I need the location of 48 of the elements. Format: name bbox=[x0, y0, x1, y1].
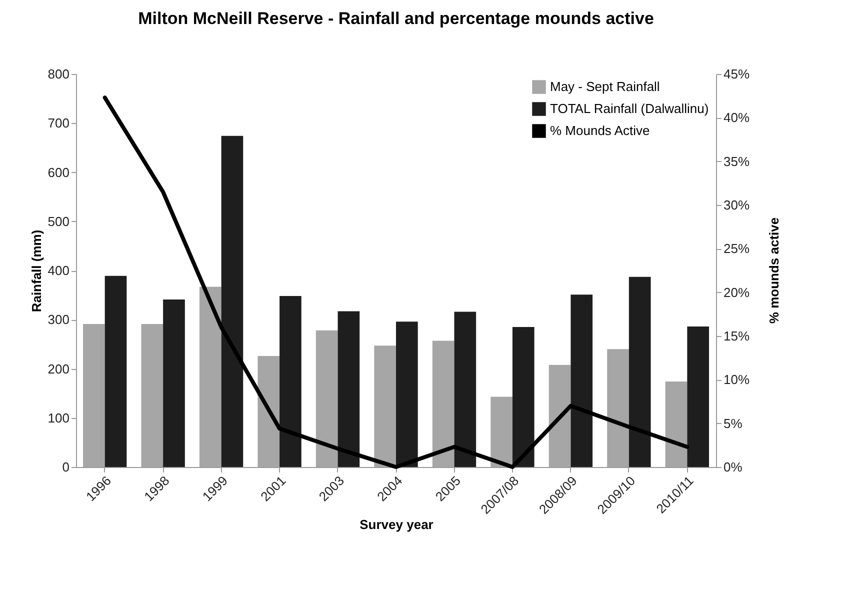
bar bbox=[665, 382, 688, 467]
chart-title: Milton McNeill Reserve - Rainfall and percentage mounds active bbox=[138, 9, 654, 28]
y2-tick-label: 40% bbox=[724, 110, 750, 126]
legend-label: May - Sept Rainfall bbox=[550, 79, 660, 94]
bar bbox=[512, 326, 534, 467]
bar bbox=[490, 396, 512, 467]
bar bbox=[548, 364, 571, 467]
legend-label: % Mounds Active bbox=[550, 123, 650, 138]
y2-axis-title: % mounds active bbox=[766, 217, 782, 324]
y2-tick-label: 30% bbox=[724, 198, 750, 212]
y-tick-label: 200 bbox=[48, 361, 70, 376]
bar bbox=[432, 340, 454, 467]
bar bbox=[607, 349, 629, 467]
y2-tick-label: 35% bbox=[724, 154, 750, 169]
y-tick-label: 600 bbox=[48, 164, 70, 180]
y-tick-label: 500 bbox=[48, 214, 70, 229]
bar bbox=[454, 312, 476, 467]
y-tick-label: 700 bbox=[48, 116, 70, 131]
bar bbox=[338, 311, 360, 467]
y-axis-title: Rainfall (mm) bbox=[28, 230, 44, 312]
bar bbox=[316, 330, 338, 467]
bar bbox=[570, 294, 593, 467]
bar bbox=[82, 324, 105, 467]
bar bbox=[374, 346, 396, 467]
bar bbox=[163, 299, 185, 467]
y2-tick-label: 45% bbox=[724, 66, 750, 82]
bar bbox=[396, 322, 418, 467]
bar bbox=[628, 276, 651, 467]
y2-tick-label: 10% bbox=[724, 372, 750, 388]
bar bbox=[221, 136, 244, 467]
y-tick-label: 300 bbox=[48, 312, 70, 328]
y-tick-label: 100 bbox=[48, 410, 70, 426]
y-tick-label: 0 bbox=[62, 460, 70, 474]
bar bbox=[280, 296, 302, 467]
bar bbox=[687, 326, 710, 467]
bar bbox=[104, 276, 127, 467]
bar bbox=[258, 356, 280, 467]
legend-label: TOTAL Rainfall (Dalwallinu) bbox=[550, 101, 709, 116]
x-axis-title: Survey year bbox=[360, 516, 434, 532]
y-tick-label: 400 bbox=[48, 263, 70, 278]
y2-tick-label: 15% bbox=[724, 328, 750, 344]
bar bbox=[141, 324, 164, 467]
y-tick-label: 800 bbox=[48, 66, 70, 82]
bar bbox=[199, 286, 222, 467]
y2-tick-label: 25% bbox=[724, 241, 750, 256]
y2-tick-label: 20% bbox=[724, 284, 750, 300]
y2-tick-label: 0% bbox=[724, 460, 743, 474]
y2-tick-label: 5% bbox=[724, 416, 743, 431]
